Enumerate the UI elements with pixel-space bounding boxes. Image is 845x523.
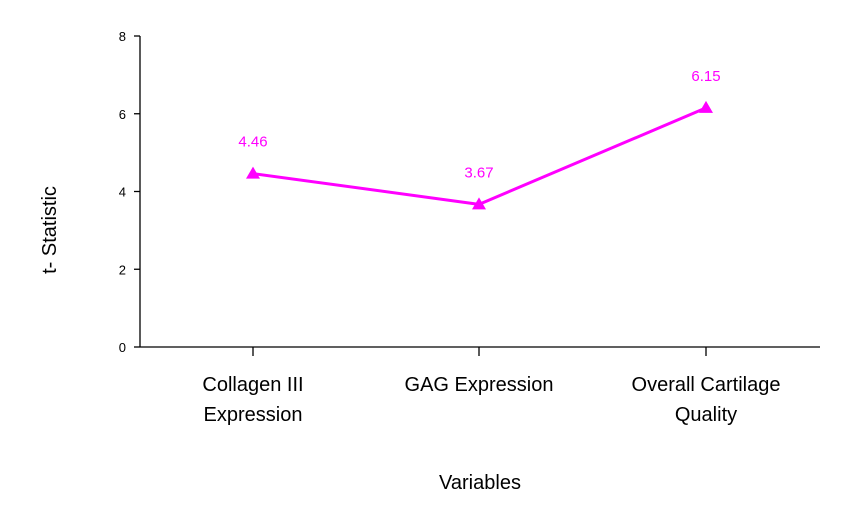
y-axis-ticks: 0 2 4 6 8 bbox=[119, 29, 140, 355]
data-label: 3.67 bbox=[464, 164, 493, 181]
y-axis-title: t- Statistic bbox=[39, 186, 61, 274]
x-category-label: Quality bbox=[675, 404, 737, 426]
x-category-label: Overall Cartilage bbox=[632, 374, 781, 396]
y-tick-label: 6 bbox=[119, 107, 126, 122]
series-line bbox=[252, 106, 707, 206]
x-category-label: GAG Expression bbox=[405, 374, 554, 396]
data-label: 4.46 bbox=[238, 134, 267, 151]
data-point-marker bbox=[699, 100, 713, 113]
data-label: 6.15 bbox=[691, 68, 720, 85]
x-axis-ticks: Collagen III Expression GAG Expression Over… bbox=[202, 347, 780, 426]
plot-series: 4.46 3.67 6.15 bbox=[238, 68, 721, 210]
y-tick-label: 0 bbox=[119, 340, 126, 355]
x-axis-title: Variables bbox=[439, 472, 521, 494]
y-tick-label: 4 bbox=[119, 185, 126, 200]
y-tick-label: 8 bbox=[119, 29, 126, 44]
y-tick-label: 2 bbox=[119, 262, 126, 277]
data-point-marker bbox=[472, 197, 486, 210]
data-point-marker bbox=[246, 166, 260, 179]
x-category-label: Expression bbox=[204, 404, 303, 426]
x-category-label: Collagen III bbox=[202, 374, 303, 396]
